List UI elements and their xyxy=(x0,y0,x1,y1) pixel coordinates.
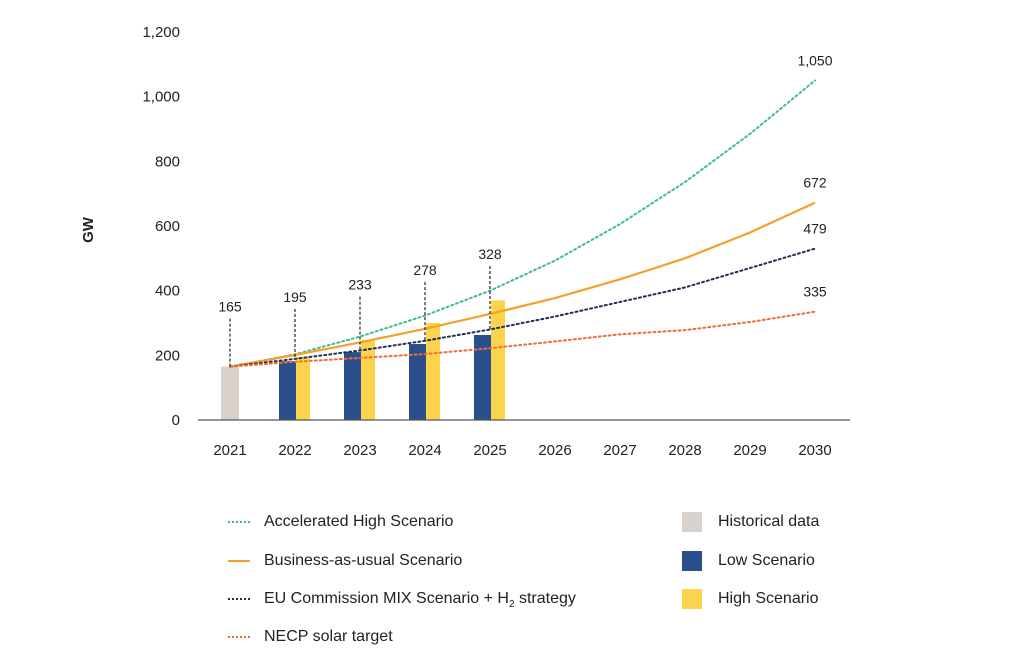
bar-historical xyxy=(221,366,239,420)
x-tick-label: 2025 xyxy=(473,442,506,459)
line-series-2 xyxy=(229,247,816,368)
y-tick-label: 400 xyxy=(155,283,180,300)
bar-high xyxy=(491,300,505,420)
bar-value-label: 195 xyxy=(283,289,307,305)
bar-high xyxy=(296,356,310,420)
legend-label-eu-commission-mix: EU Commission MIX Scenario + H2 strategy xyxy=(264,589,576,615)
legend: Accelerated High Scenario Business-as-us… xyxy=(228,512,868,652)
legend-swatch-high xyxy=(682,589,702,609)
y-axis-label: GW xyxy=(80,216,97,243)
chart: GW 0 200 400 600 800 1,000 1,200 165 195 233 278 328… xyxy=(80,24,850,459)
bar-low xyxy=(474,334,491,420)
legend-label-eu-suffix: strategy xyxy=(514,590,576,607)
x-tick-label: 2027 xyxy=(603,442,636,459)
x-tick-label: 2026 xyxy=(538,442,571,459)
line-series-3 xyxy=(229,310,816,368)
line-series-1 xyxy=(229,201,816,368)
legend-label-necp: NECP solar target xyxy=(264,628,393,645)
y-tick-label: 600 xyxy=(155,218,180,235)
x-tick-label: 2029 xyxy=(733,442,766,459)
x-tick-label: 2028 xyxy=(668,442,701,459)
bar-value-label: 233 xyxy=(348,277,372,293)
x-tick-label: 2021 xyxy=(213,442,246,459)
bar-high xyxy=(426,323,440,420)
end-value-label: 479 xyxy=(803,221,827,237)
legend-label-historical: Historical data xyxy=(718,513,820,530)
y-tick-label: 200 xyxy=(155,347,180,364)
legend-label-eu-main: EU Commission MIX Scenario + H xyxy=(264,590,509,607)
end-value-label: 335 xyxy=(803,284,827,300)
legend-swatch-business-as-usual xyxy=(228,560,250,562)
bar-value-label: 328 xyxy=(478,246,502,262)
x-tick-label: 2022 xyxy=(278,442,311,459)
bar-low xyxy=(279,361,296,420)
legend-label-low: Low Scenario xyxy=(718,552,815,569)
bar-value-label: 278 xyxy=(413,262,437,278)
bar-low xyxy=(344,352,361,420)
end-value-label: 1,050 xyxy=(797,53,832,69)
y-tick-label: 800 xyxy=(155,153,180,170)
y-tick-label: 1,000 xyxy=(142,89,180,106)
x-tick-label: 2024 xyxy=(408,442,441,459)
legend-swatch-necp xyxy=(228,636,250,638)
legend-label-eu-subscript: 2 xyxy=(508,599,515,611)
line-series-0 xyxy=(229,79,816,368)
legend-label-business-as-usual: Business-as-usual Scenario xyxy=(264,552,463,569)
legend-swatch-low xyxy=(682,551,702,571)
x-tick-label: 2023 xyxy=(343,442,376,459)
y-tick-label: 0 xyxy=(172,412,180,429)
x-tick-label: 2030 xyxy=(798,442,831,459)
y-tick-label: 1,200 xyxy=(142,24,180,41)
legend-swatch-accelerated-high xyxy=(228,521,250,523)
end-value-label: 672 xyxy=(803,175,827,191)
legend-swatch-eu-commission-mix xyxy=(228,598,250,600)
bar-value-label: 165 xyxy=(218,299,242,315)
legend-label-accelerated-high: Accelerated High Scenario xyxy=(264,513,454,530)
bar-high xyxy=(361,339,375,420)
bar-low xyxy=(409,344,426,420)
legend-swatch-historical xyxy=(682,512,702,532)
legend-label-high: High Scenario xyxy=(718,590,819,607)
